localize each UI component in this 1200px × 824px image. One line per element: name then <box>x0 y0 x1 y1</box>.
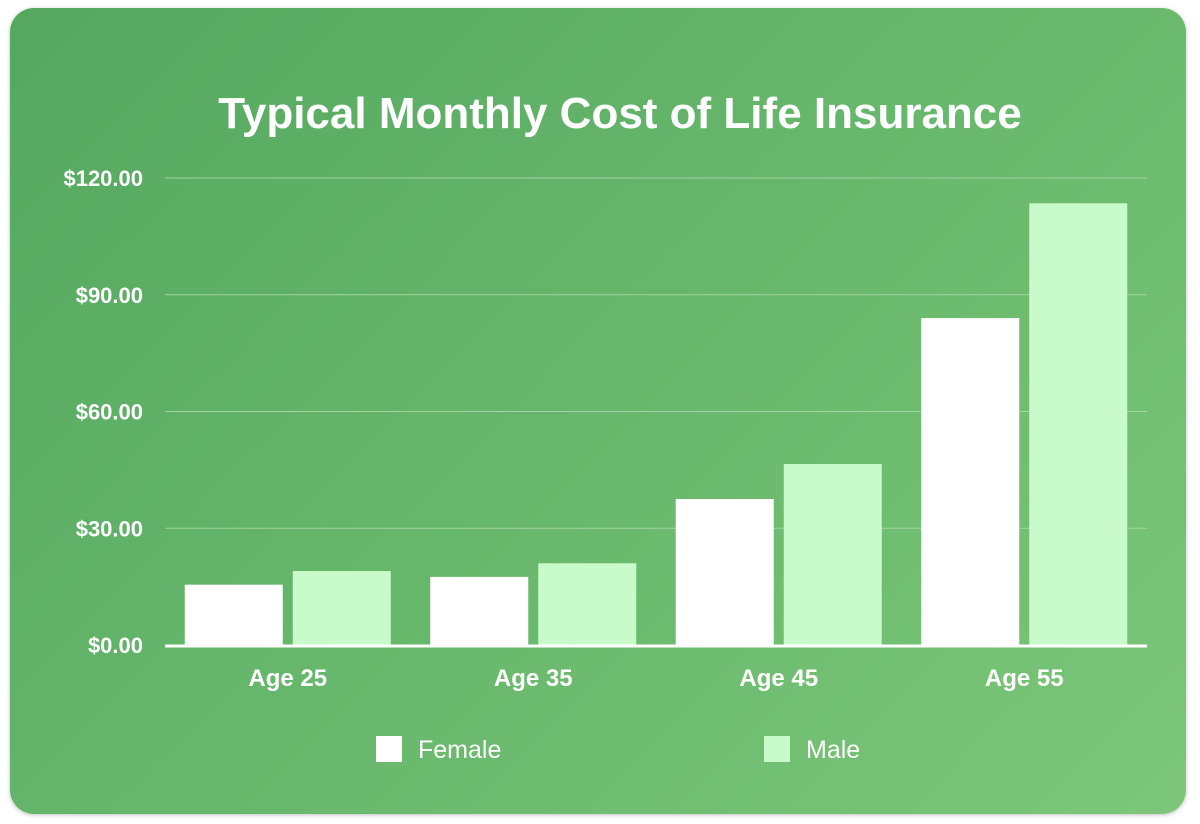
x-axis-ticks: Age 25 Age 35 Age 45 Age 55 <box>248 665 1063 692</box>
chart-title: Typical Monthly Cost of Life Insurance <box>218 89 1022 138</box>
bar-chart: Typical Monthly Cost of Life Insurance $… <box>63 89 1147 764</box>
bar-female <box>921 318 1020 645</box>
bar-female <box>675 499 774 645</box>
bar-male <box>292 571 391 645</box>
legend: Female Male <box>376 736 860 764</box>
y-tick-label: $60.00 <box>76 400 143 425</box>
y-tick-label: $30.00 <box>76 516 143 541</box>
bar-female <box>184 584 283 645</box>
y-axis-ticks: $0.00 $30.00 $60.00 $90.00 $120.00 <box>63 166 143 658</box>
y-tick-label: $90.00 <box>76 283 143 308</box>
bars <box>184 203 1128 645</box>
legend-label-male: Male <box>806 736 860 764</box>
x-tick-label: Age 55 <box>985 665 1064 692</box>
bar-male <box>1029 203 1128 645</box>
x-tick-label: Age 45 <box>739 665 818 692</box>
legend-swatch-female <box>376 736 402 762</box>
y-tick-label: $0.00 <box>88 633 143 658</box>
x-tick-label: Age 35 <box>494 665 573 692</box>
bar-male <box>538 563 637 645</box>
legend-swatch-male <box>764 736 790 762</box>
x-tick-label: Age 25 <box>248 665 327 692</box>
legend-label-female: Female <box>418 736 501 764</box>
chart-card: Typical Monthly Cost of Life Insurance $… <box>10 8 1186 814</box>
bar-female <box>430 576 529 645</box>
y-tick-label: $120.00 <box>63 166 143 191</box>
bar-male <box>783 464 882 645</box>
